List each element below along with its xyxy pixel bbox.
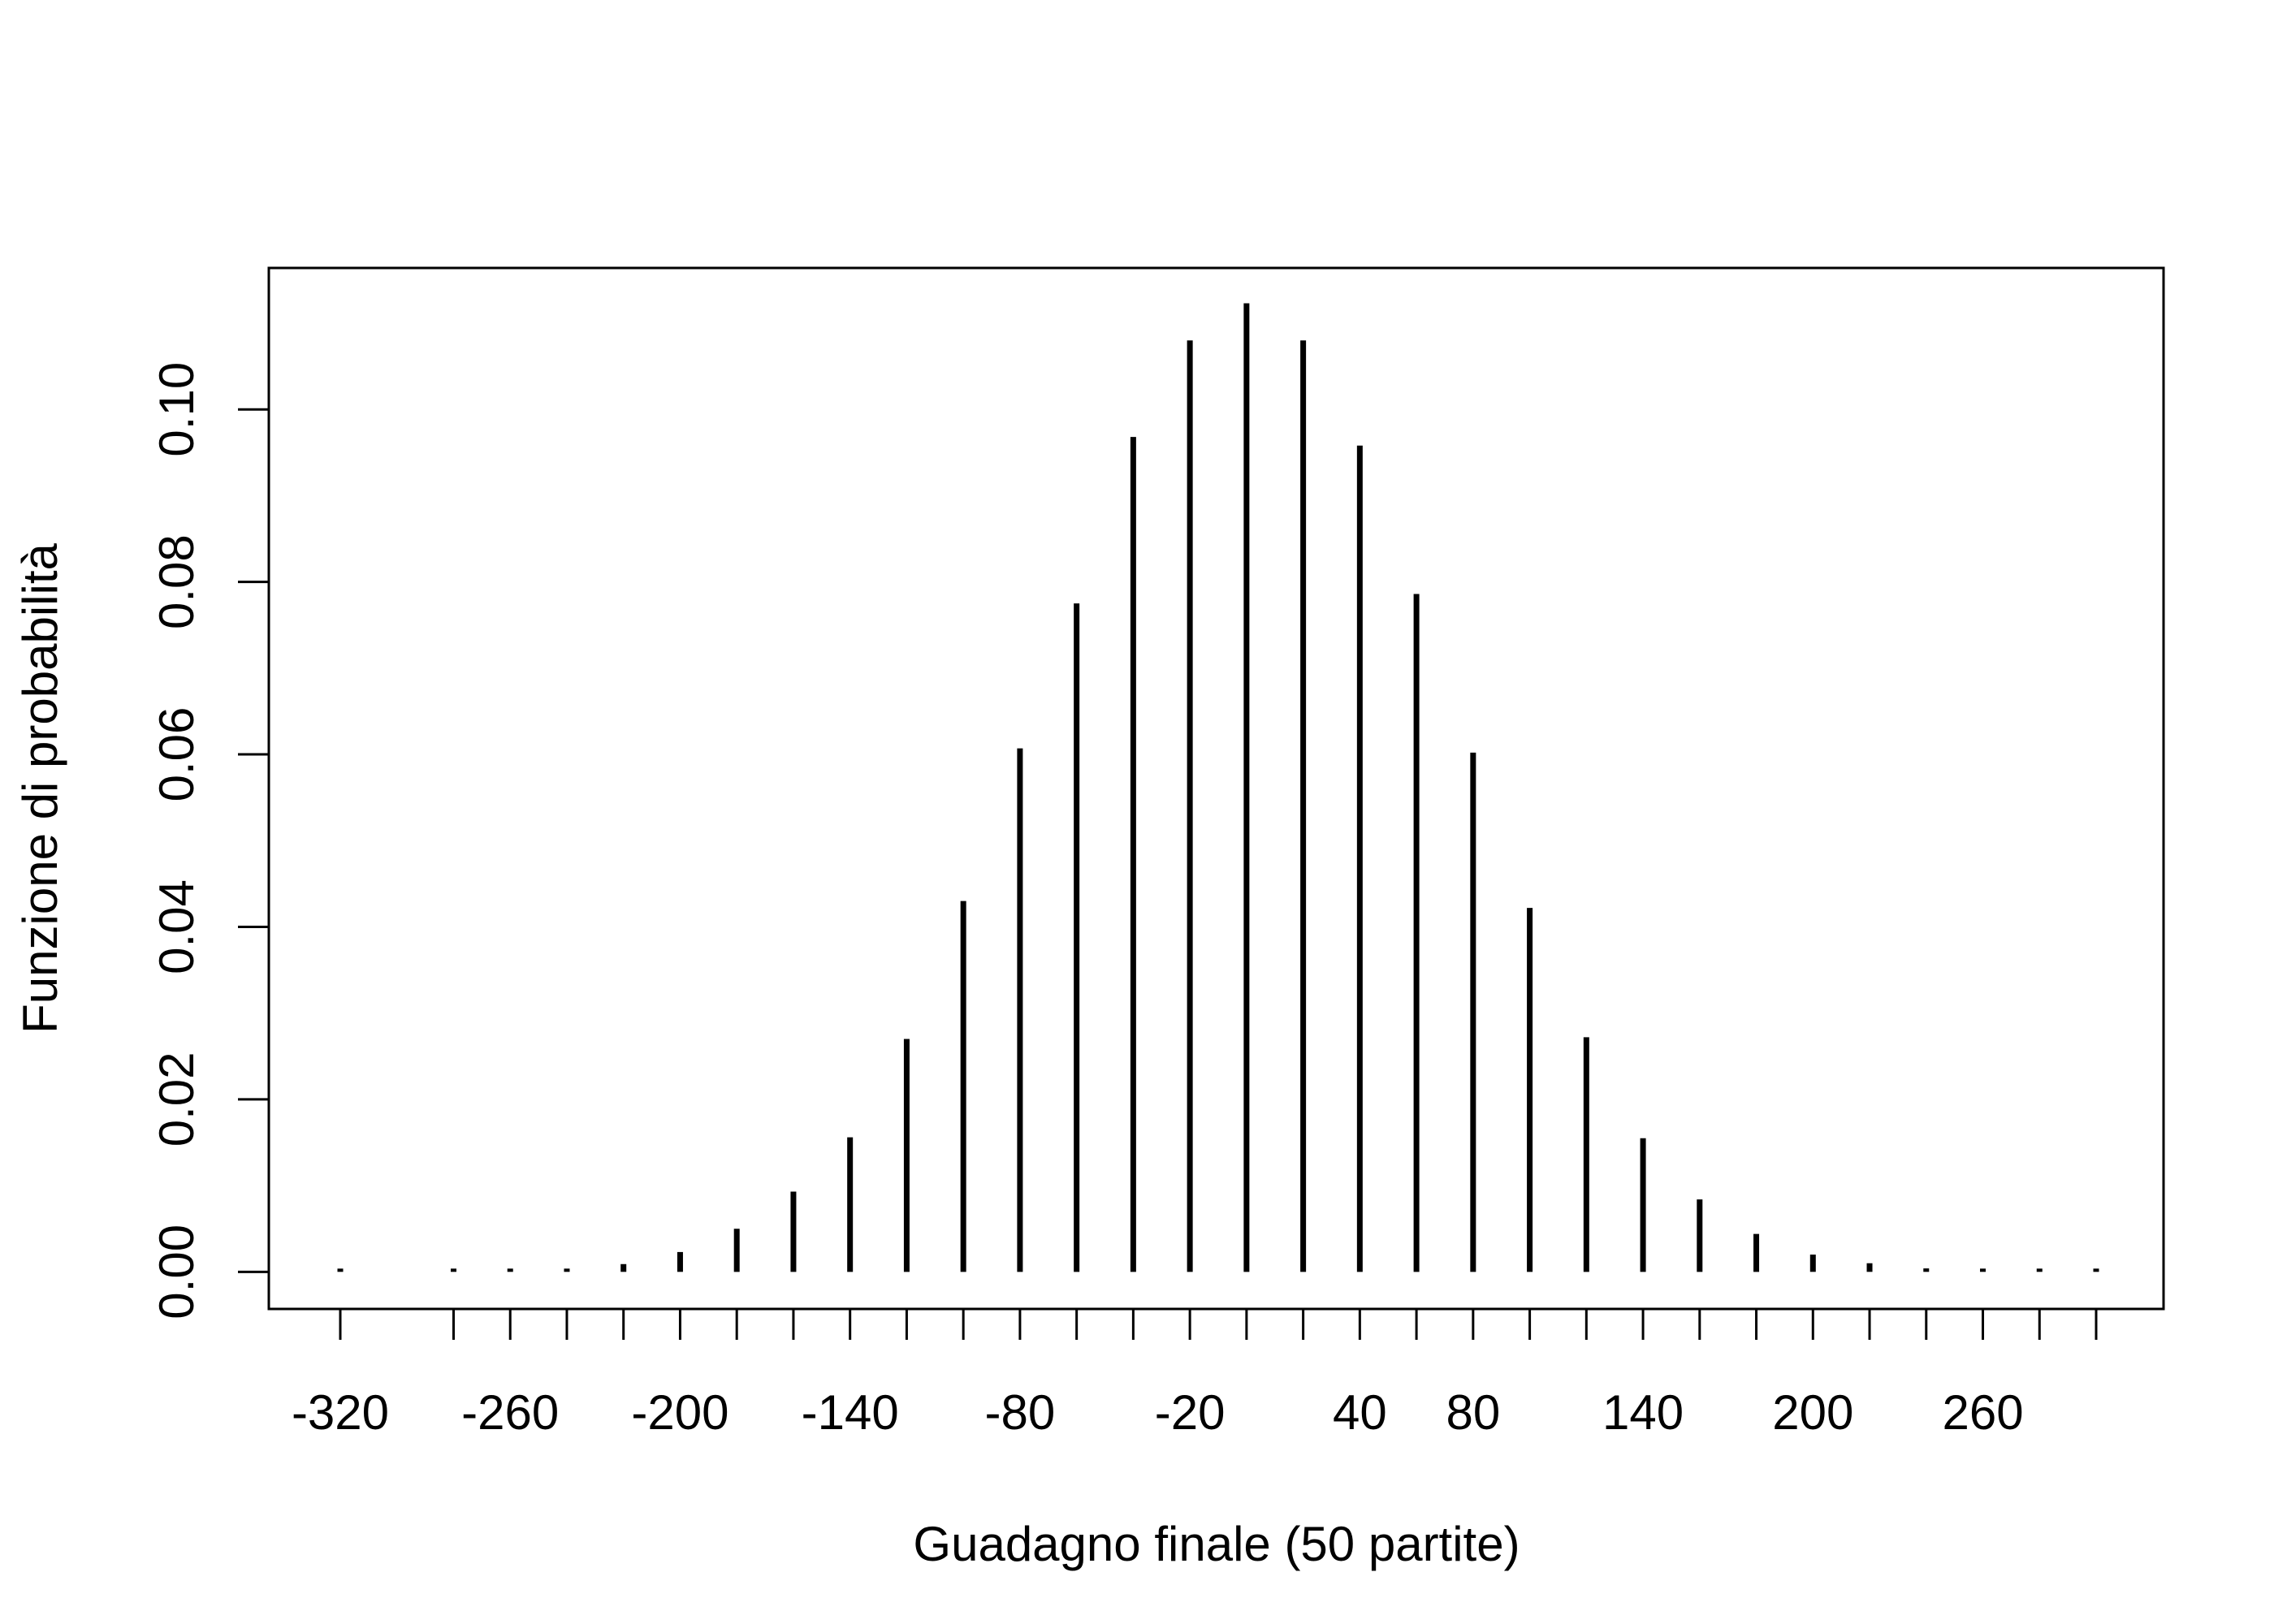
y-tick-label: 0.08 (149, 534, 204, 629)
y-tick-label: 0.02 (149, 1052, 204, 1147)
y-tick-label: 0.04 (149, 879, 204, 974)
x-tick-label: 80 (1446, 1385, 1500, 1440)
bar-series (337, 303, 2099, 1272)
x-tick-label: 260 (1942, 1385, 2023, 1440)
x-tick-label: -260 (461, 1385, 559, 1440)
y-axis: 0.00 0.02 0.04 0.06 0.08 0.10 (149, 362, 270, 1320)
y-tick-label: 0.00 (149, 1224, 204, 1320)
x-tick-label: -80 (985, 1385, 1056, 1440)
y-tick-label: 0.10 (149, 362, 204, 457)
x-tick-label: -140 (802, 1385, 899, 1440)
y-tick-label: 0.06 (149, 707, 204, 802)
x-tick-label: 200 (1772, 1385, 1853, 1440)
x-tick-label: 140 (1602, 1385, 1684, 1440)
x-tick-label: -200 (631, 1385, 728, 1440)
x-axis-title: Guadagno finale (50 partite) (913, 1517, 1520, 1571)
x-tick-label: 40 (1333, 1385, 1387, 1440)
x-tick-label: -20 (1155, 1385, 1226, 1440)
y-axis-title: Funzione di probabilità (13, 543, 67, 1034)
x-tick-label: -320 (292, 1385, 389, 1440)
x-axis: -320 -260 -200 -140 -80 -20 40 80 140 200 260 (292, 1309, 2098, 1440)
